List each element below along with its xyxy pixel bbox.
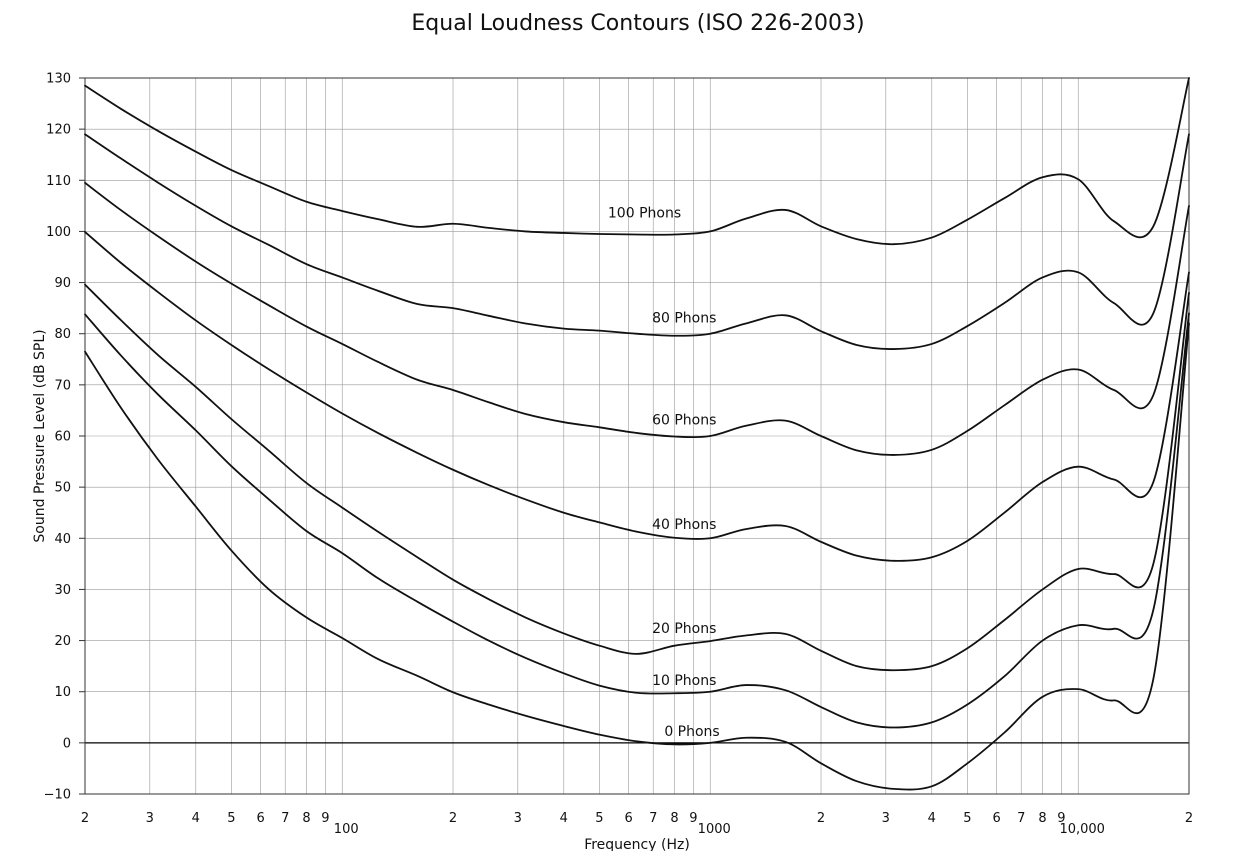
curve-label: 0 Phons	[664, 724, 719, 740]
x-tick-label: 10,000	[1059, 822, 1105, 837]
curve-label: 80 Phons	[652, 310, 716, 326]
y-tick-label: 30	[54, 583, 71, 598]
contour-0-phons	[84, 322, 1190, 791]
x-tick-label: 1000	[698, 822, 731, 837]
y-tick-label: 10	[54, 685, 71, 700]
contour-80-phons	[84, 133, 1190, 350]
contour-60-phons	[84, 181, 1190, 456]
y-tick-label: 130	[46, 72, 71, 87]
x-tick-label: 2	[81, 811, 89, 826]
y-tick-label: 90	[54, 276, 71, 291]
x-tick-label: 3	[882, 811, 890, 826]
y-tick-label: −10	[44, 788, 71, 803]
curve-label: 100 Phons	[608, 206, 681, 222]
y-tick-label: 100	[46, 225, 71, 240]
x-tick-label: 9	[1057, 811, 1065, 826]
x-tick-label: 9	[321, 811, 329, 826]
x-axis-label: Frequency (Hz)	[584, 837, 690, 851]
curve-label: 40 Phons	[652, 517, 716, 533]
x-tick-label: 2	[1185, 811, 1193, 826]
x-tick-label: 6	[992, 811, 1000, 826]
contour-100-phons	[84, 77, 1190, 246]
x-tick-label: 9	[689, 811, 697, 826]
x-tick-label: 6	[624, 811, 632, 826]
contour-20-phons	[84, 283, 1190, 672]
y-tick-label: 40	[54, 532, 71, 547]
y-tick-label: 110	[46, 174, 71, 189]
y-tick-label: 20	[54, 634, 71, 649]
contour-10-phons	[84, 312, 1190, 729]
curve-label: 60 Phons	[652, 413, 716, 429]
x-tick-label: 100	[334, 822, 359, 837]
y-tick-label: 80	[54, 327, 71, 342]
x-tick-label: 8	[670, 811, 678, 826]
y-tick-label: 120	[46, 123, 71, 138]
x-tick-label: 7	[649, 811, 657, 826]
x-tick-label: 7	[281, 811, 289, 826]
x-tick-label: 3	[514, 811, 522, 826]
y-axis-label: Sound Pressure Level (dB SPL)	[32, 329, 48, 542]
x-tick-label: 3	[146, 811, 154, 826]
curve-label: 10 Phons	[652, 673, 716, 689]
chart-title: Equal Loudness Contours (ISO 226-2003)	[411, 11, 864, 36]
curve-label: 20 Phons	[652, 621, 716, 637]
y-tick-labels: −10 0 10 20 30 40 50 60 70 80 90 100 110 120 130	[44, 72, 85, 803]
y-tick-label: 0	[63, 736, 71, 751]
x-tick-label: 2	[449, 811, 457, 826]
x-tick-label: 8	[1038, 811, 1046, 826]
x-tick-label: 4	[192, 811, 200, 826]
x-tick-label: 4	[928, 811, 936, 826]
y-tick-label: 70	[54, 378, 71, 393]
contour-40-phons	[84, 231, 1190, 562]
y-tick-label: 60	[54, 430, 71, 445]
x-tick-label: 4	[560, 811, 568, 826]
contour-curves	[84, 77, 1190, 791]
x-tick-label: 5	[963, 811, 971, 826]
y-tick-label: 50	[54, 481, 71, 496]
curve-labels: 0 Phons 10 Phons 20 Phons 40 Phons 60 Phons 8…	[608, 206, 720, 741]
x-tick-label: 2	[817, 811, 825, 826]
x-tick-label: 6	[256, 811, 264, 826]
x-tick-label: 5	[595, 811, 603, 826]
x-tick-label: 8	[302, 811, 310, 826]
x-tick-label: 7	[1017, 811, 1025, 826]
x-tick-label: 5	[227, 811, 235, 826]
